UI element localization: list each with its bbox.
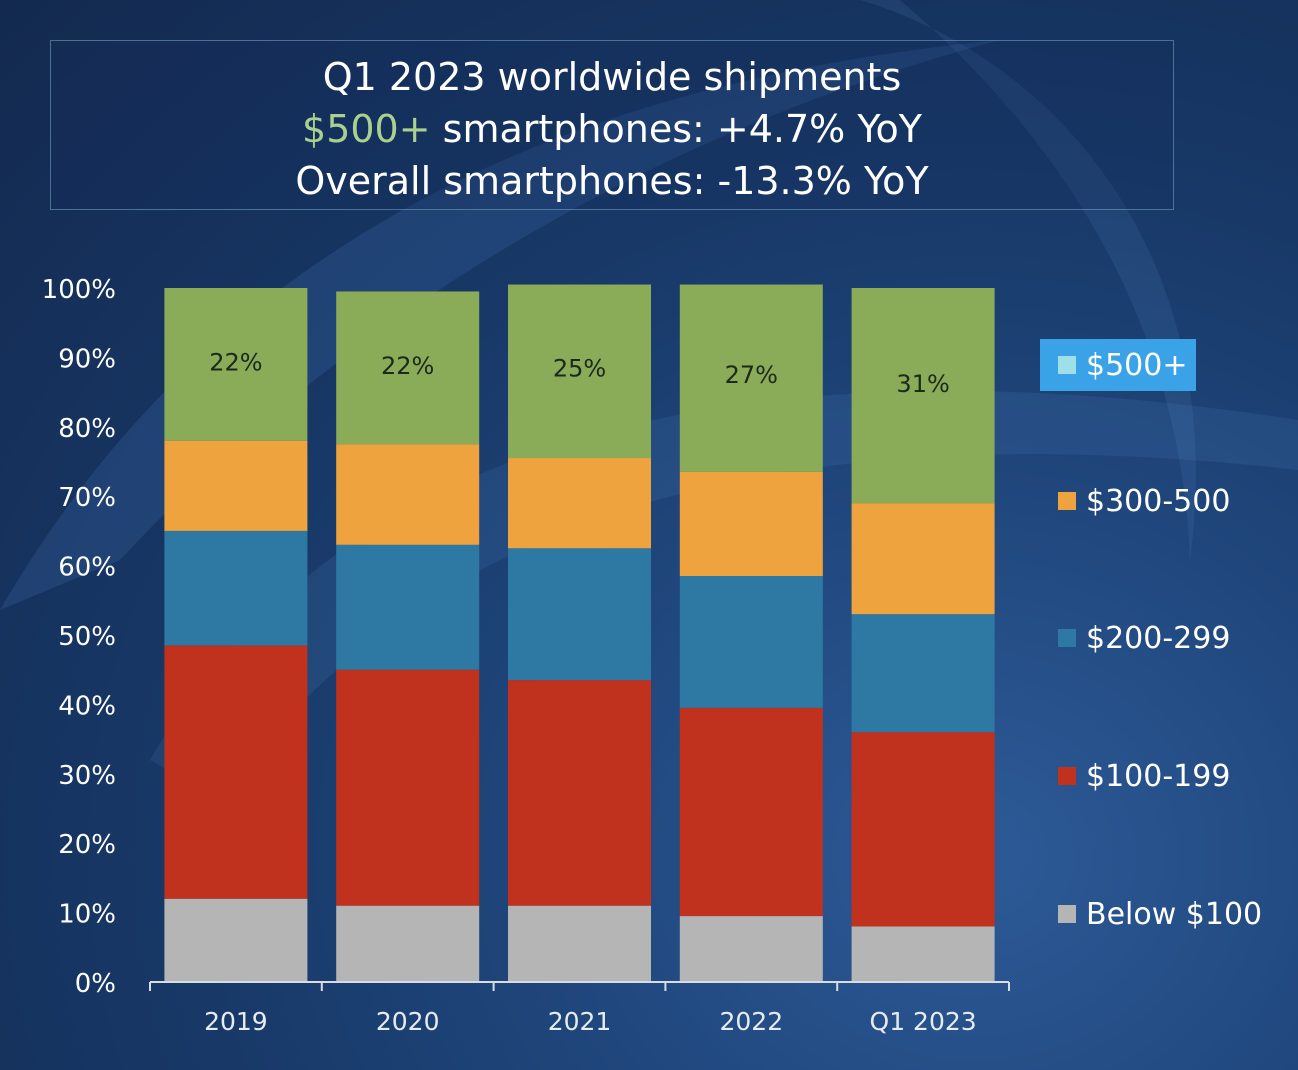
y-tick-label-0-pct: 0% (75, 969, 116, 999)
y-tick-label-100-pct: 100% (42, 275, 116, 305)
bar-segment-below-100-2019 (164, 898, 308, 982)
y-tick-label-10-pct: 10% (58, 900, 116, 930)
bar-segment-below-100-2021 (508, 905, 651, 982)
y-tick-label-20-pct: 20% (58, 830, 116, 860)
bar-segment-200-299-2020 (336, 544, 480, 670)
bar-segment-100-199-2022 (679, 707, 823, 917)
legend-item-300-500[interactable]: $300-500 (1040, 475, 1230, 527)
x-tick-label-2019: 2019 (204, 1007, 268, 1036)
legend-label-200-299: $200-299 (1086, 620, 1231, 656)
bar-segment-300-500-2022 (679, 471, 823, 577)
legend-swatch-500-plus (1058, 356, 1076, 374)
bars-layer (164, 284, 995, 982)
data-label-q1-2023: 31% (896, 370, 949, 398)
title-line-2-rest: smartphones: +4.7% YoY (430, 107, 922, 151)
y-tick-label-60-pct: 60% (58, 553, 116, 583)
y-tick-label-70-pct: 70% (58, 483, 116, 513)
legend-swatch-200-299 (1058, 629, 1076, 647)
title-line-3: Overall smartphones: -13.3% YoY (295, 159, 929, 203)
legend-label-100-199: $100-199 (1086, 758, 1231, 794)
bar-segment-500-2022 (679, 284, 823, 472)
bar-segment-300-500-q1-2023 (851, 503, 995, 615)
title-line-2: $500+ smartphones: +4.7% YoY (51, 103, 1173, 155)
data-label-2019: 22% (209, 349, 262, 377)
x-tick-label-q1-2023: Q1 2023 (870, 1007, 977, 1036)
bar-segment-200-299-q1-2023 (851, 614, 995, 733)
data-label-2020: 22% (381, 352, 434, 380)
data-label-2021: 25% (553, 355, 606, 383)
y-tick-label-80-pct: 80% (58, 414, 116, 444)
bar-segment-500-2020 (336, 291, 480, 445)
bar-segment-below-100-2020 (336, 905, 480, 982)
x-tick-label-2020: 2020 (376, 1007, 440, 1036)
legend-label-below-100: Below $100 (1086, 896, 1263, 932)
y-tick-label-50-pct: 50% (58, 622, 116, 652)
legend: $500+ $300-500 $200-299 $100-199 Below $… (1040, 0, 1290, 1070)
bar-segment-100-199-2021 (508, 680, 651, 906)
bar-segment-500-2019 (164, 288, 308, 441)
y-tick-label-30-pct: 30% (58, 761, 116, 791)
bar-segment-100-199-2019 (164, 645, 308, 899)
legend-item-200-299[interactable]: $200-299 (1040, 612, 1230, 664)
bar-segment-below-100-q1-2023 (851, 926, 995, 982)
bar-segment-200-299-2022 (679, 576, 823, 708)
legend-label-500-plus: $500+ (1086, 347, 1188, 383)
data-labels-layer: 22% 22% 25% 27% 31% (209, 349, 950, 398)
bar-segment-300-500-2019 (164, 440, 308, 531)
y-tick-label-40-pct: 40% (58, 691, 116, 721)
x-axis: 2019 2020 2021 2022 Q1 2023 (149, 981, 1010, 1036)
bar-segment-200-299-2019 (164, 530, 308, 646)
bar-segment-500-q1-2023 (851, 288, 995, 504)
legend-item-500-plus[interactable]: $500+ (1040, 339, 1196, 391)
data-label-2022: 27% (725, 361, 778, 389)
y-axis: 0% 10% 20% 30% 40% 50% 60% 70% 80% 90% 100% (42, 275, 116, 999)
bar-segment-300-500-2021 (508, 458, 651, 549)
bar-segment-below-100-2022 (679, 916, 823, 982)
title-accent-text: $500+ (302, 107, 431, 151)
title-box: Q1 2023 worldwide shipments $500+ smartp… (50, 40, 1174, 210)
legend-swatch-100-199 (1058, 767, 1076, 785)
bar-segment-200-299-2021 (508, 548, 651, 681)
bar-segment-300-500-2020 (336, 444, 480, 545)
bar-segment-100-199-2020 (336, 669, 480, 906)
x-tick-label-2022: 2022 (719, 1007, 783, 1036)
title-line-1: Q1 2023 worldwide shipments (322, 55, 902, 99)
bar-segment-500-2021 (508, 284, 651, 459)
legend-swatch-below-100 (1058, 905, 1076, 923)
legend-swatch-300-500 (1058, 492, 1076, 510)
x-tick-label-2021: 2021 (548, 1007, 612, 1036)
bar-segment-100-199-q1-2023 (851, 732, 995, 927)
legend-item-below-100[interactable]: Below $100 (1040, 888, 1262, 940)
legend-label-300-500: $300-500 (1086, 483, 1231, 519)
y-tick-label-90-pct: 90% (58, 344, 116, 374)
legend-item-100-199[interactable]: $100-199 (1040, 750, 1230, 802)
